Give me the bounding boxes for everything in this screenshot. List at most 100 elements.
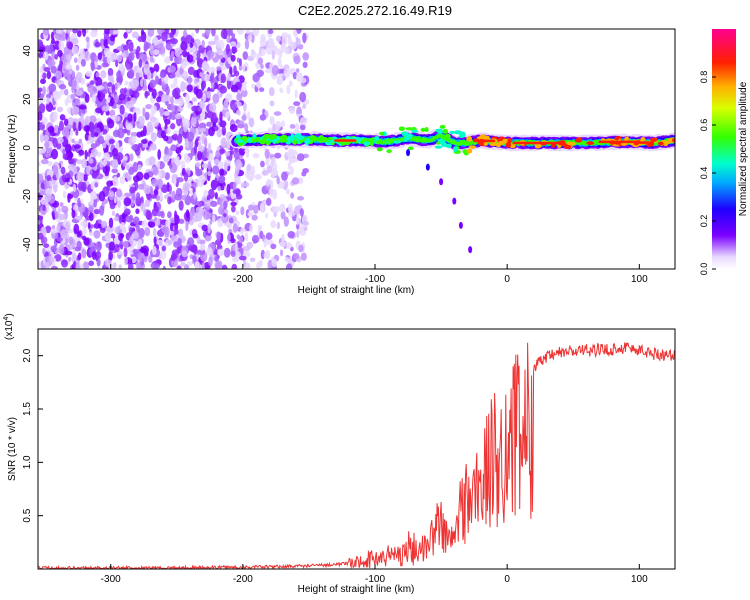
noise-blob [71,106,80,116]
noise-blob [75,129,79,136]
noise-blob [125,215,133,223]
noise-blob [70,93,76,100]
noise-blob [176,252,180,262]
noise-blob [284,256,290,262]
noise-blob [167,239,173,245]
noise-blob [48,83,57,93]
noise-blob [254,174,262,180]
ridge-blob [268,134,275,140]
noise-blob [96,151,102,158]
noise-blob [150,142,157,151]
noise-blob [64,221,71,233]
noise-blob [131,256,137,264]
noise-blob [192,111,196,118]
noise-blob [58,120,64,131]
noise-blob [58,244,65,255]
noise-blob [201,109,206,120]
noise-blob [195,77,200,83]
noise-blob [126,63,131,71]
noise-blob [114,244,120,253]
noise-blob [236,29,245,35]
noise-blob [168,184,172,195]
noise-blob [264,148,270,159]
noise-blob [83,125,91,132]
noise-blob [140,203,146,212]
noise-blob [111,210,116,217]
noise-blob [289,166,294,176]
noise-blob [100,220,107,228]
noise-blob [286,84,291,95]
noise-blob [292,253,300,260]
noise-blob [45,101,54,113]
noise-blob [151,178,159,187]
noise-blob [68,236,74,245]
noise-blob [77,181,85,191]
noise-blob [90,143,98,149]
noise-blob [126,29,131,33]
noise-blob [231,103,238,111]
noise-blob [199,100,205,109]
noise-blob [53,207,57,213]
noise-blob [137,183,145,190]
noise-blob [112,262,117,269]
noise-blob [106,180,114,187]
noise-blob [113,216,121,222]
noise-blob [124,80,129,86]
noise-blob [128,68,135,79]
noise-blob [281,233,285,244]
ridge-blob [272,138,277,145]
ridge-blob [586,141,595,146]
noise-blob [154,205,159,213]
noise-blob [230,84,239,93]
noise-blob [144,91,150,97]
noise-blob [303,220,310,227]
ridge-blob [304,138,311,144]
noise-blob [191,207,196,217]
tail-blob [406,149,411,157]
noise-blob [102,142,107,149]
noise-blob [272,162,278,172]
noise-blob [154,75,160,85]
noise-blob [266,197,272,207]
noise-blob [266,165,273,174]
noise-blob [234,243,238,253]
ridge-blob [534,142,540,149]
noise-blob [271,65,280,76]
noise-blob [116,172,121,178]
snr-panel: -300 -200 -100 0 100 0.5 1.0 1.5 2.0 Height of … [3,313,676,595]
noise-blob [43,67,51,73]
noise-blob [233,65,237,75]
noise-blob [293,55,301,65]
noise-blob [199,244,205,251]
noise-blob [241,115,247,121]
noise-blob [252,152,260,159]
spectrogram-x-tick-label: -200 [233,274,253,285]
noise-blob [91,93,97,103]
noise-blob [84,93,90,104]
noise-blob [249,165,256,176]
noise-blob [204,137,208,149]
noise-blob [74,260,81,269]
noise-blob [123,31,128,39]
noise-blob [202,93,207,102]
noise-blob [212,122,217,128]
noise-blob [173,87,181,95]
noise-blob [135,208,140,215]
noise-blob [90,61,95,72]
noise-blob [75,71,83,82]
noise-blob [158,107,165,114]
noise-blob [268,87,275,97]
noise-blob [91,148,98,157]
noise-blob [88,157,94,164]
noise-blob [58,84,67,90]
noise-blob [152,49,160,56]
noise-blob [111,168,118,174]
noise-blob [113,236,120,247]
noise-blob [176,133,183,144]
snr-x-tick-label: 0 [504,574,510,585]
noise-blob [210,87,215,92]
noise-blob [272,206,280,213]
noise-blob [275,120,282,131]
noise-blob [66,244,73,251]
